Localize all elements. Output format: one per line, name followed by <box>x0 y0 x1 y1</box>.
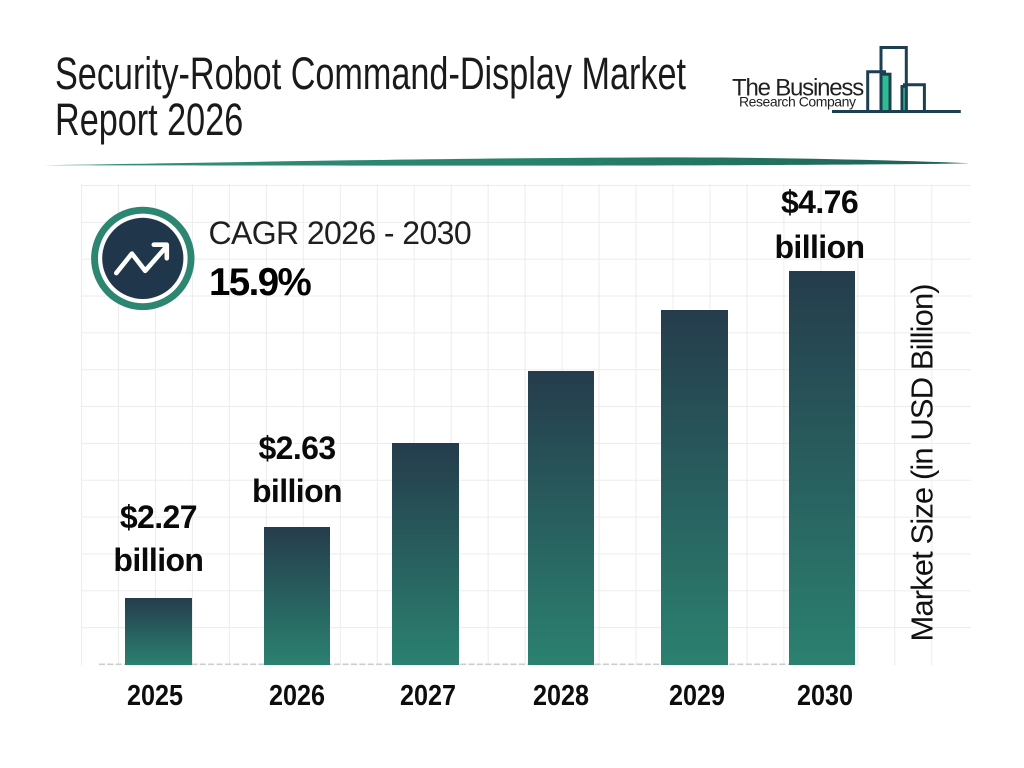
svg-text:The Business: The Business <box>732 74 864 101</box>
svg-text:Research Company: Research Company <box>739 93 856 109</box>
